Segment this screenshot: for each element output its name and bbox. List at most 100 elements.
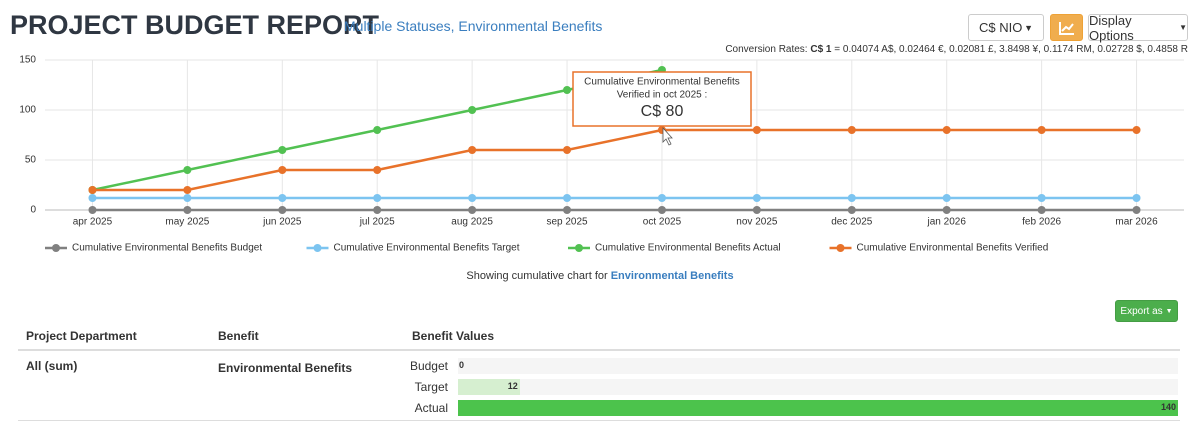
currency-text: C$ NIO	[979, 20, 1023, 35]
caret: ▼	[1165, 307, 1173, 315]
data-point	[657, 206, 666, 214]
x-tick-label: jul 2025	[359, 217, 395, 228]
data-point	[1037, 194, 1046, 202]
bar-value: 140	[1160, 402, 1176, 412]
currency-select[interactable]: C$ NIO ▼	[968, 14, 1044, 41]
series-line	[92, 128, 1137, 192]
value-bar	[458, 400, 1178, 416]
bar-name: Budget	[409, 359, 448, 373]
table-header: Benefit	[218, 329, 259, 343]
data-point	[183, 166, 192, 174]
chart-icon	[1058, 21, 1074, 35]
data-point	[942, 194, 951, 202]
tooltip-subtitle: Verified in oct 2025 :	[617, 90, 708, 101]
caret: ▼	[1024, 22, 1033, 33]
tooltip-box	[572, 71, 752, 127]
y-tick-label: 0	[30, 205, 36, 216]
data-point	[752, 194, 761, 202]
data-point	[468, 194, 477, 202]
x-tick-label: feb 2026	[1022, 217, 1061, 228]
department-cell: All (sum)	[26, 359, 78, 373]
legend-swatch	[836, 244, 845, 252]
legend-swatch	[575, 244, 583, 252]
display-options[interactable]: Display Options ▼	[1088, 12, 1188, 43]
x-tick-label: may 2025	[165, 217, 209, 228]
conversion-base: C$ 1	[810, 44, 832, 55]
bar-track: 0	[458, 358, 1178, 374]
data-point	[657, 194, 666, 202]
data-point	[183, 206, 192, 214]
data-point	[942, 126, 951, 134]
data-point	[183, 186, 192, 194]
legend-label: Cumulative Environmental Benefits Actual	[595, 243, 781, 254]
chart-toggle[interactable]	[1050, 14, 1083, 41]
bar-value: 12	[507, 381, 518, 391]
x-tick-label: jan 2026	[927, 217, 967, 228]
benefit-cell: Environmental Benefits	[218, 361, 353, 375]
data-point	[183, 194, 192, 202]
legend-label: Cumulative Environmental Benefits Verifi…	[857, 243, 1049, 254]
tooltip: Cumulative Environmental Benefits Verifie…	[572, 71, 752, 127]
x-tick-label: mar 2026	[1115, 217, 1158, 228]
conversion-list: = 0.04074 A$, 0.02464 €, 0.02081 £, 3.84…	[834, 44, 1188, 55]
data-point	[847, 126, 856, 134]
tooltip-value: C$ 80	[641, 103, 684, 120]
x-tick-label: apr 2025	[73, 217, 113, 228]
data-point	[752, 126, 761, 134]
export-button[interactable]: Export as ▼	[1115, 300, 1178, 322]
bar-value: 0	[459, 360, 465, 370]
data-point	[1132, 194, 1141, 202]
x-tick-label: dec 2025	[831, 217, 873, 228]
legend-label: Cumulative Environmental Benefits Budget	[72, 243, 262, 254]
y-tick-label: 100	[19, 105, 36, 116]
data-point	[278, 194, 287, 202]
report-title: PROJECT BUDGET REPORT	[10, 10, 380, 40]
data-point	[1132, 126, 1141, 134]
export-text: Export as	[1120, 305, 1163, 317]
bar-name: Target	[414, 380, 448, 394]
data-point	[468, 106, 477, 114]
caption-highlight: Environmental Benefits	[610, 270, 734, 282]
y-tick-label: 150	[19, 55, 36, 66]
table-header: Project Department	[26, 329, 137, 343]
caption-text: Showing cumulative chart for	[466, 270, 608, 282]
data-point	[942, 206, 951, 214]
data-point	[847, 206, 856, 214]
data-point	[88, 186, 97, 194]
cursor	[662, 126, 673, 146]
data-point	[847, 194, 856, 202]
data-point	[563, 86, 572, 94]
data-point	[468, 146, 477, 154]
legend-label: Cumulative Environmental Benefits Target	[334, 243, 520, 254]
x-tick-label: aug 2025	[451, 217, 493, 228]
data-point	[88, 194, 97, 202]
conversion-rates: Conversion Rates: C$ 1 = 0.04074 A$, 0.0…	[725, 44, 1188, 55]
x-tick-label: oct 2025	[643, 217, 682, 228]
legend-swatch	[313, 244, 322, 252]
x-tick-label: nov 2025	[736, 217, 778, 228]
conversion-label: Conversion Rates:	[725, 44, 808, 55]
bar-track: 12	[458, 379, 1178, 395]
bar-track: 140	[458, 400, 1178, 416]
report-subtitle: Multiple Statuses, Environmental Benefit…	[344, 18, 603, 34]
table-header: Benefit Values	[412, 329, 495, 343]
data-point	[88, 206, 97, 214]
bar-name: Actual	[414, 401, 448, 415]
caption: Showing cumulative chart for Environment…	[0, 270, 1200, 282]
data-point	[563, 194, 572, 202]
legend-swatch	[52, 244, 60, 252]
data-point	[1132, 206, 1141, 214]
data-point	[278, 166, 287, 174]
tooltip-title: Cumulative Environmental Benefits	[584, 77, 740, 88]
data-point	[1037, 206, 1046, 214]
y-tick-label: 50	[25, 155, 37, 166]
value-bar	[458, 379, 520, 395]
x-tick-label: sep 2025	[546, 217, 588, 228]
data-point	[373, 126, 382, 134]
data-point	[563, 206, 572, 214]
data-point	[1037, 126, 1046, 134]
caret: ▼	[1179, 23, 1187, 32]
data-point	[373, 194, 382, 202]
display-options-text: Display Options	[1089, 12, 1134, 43]
